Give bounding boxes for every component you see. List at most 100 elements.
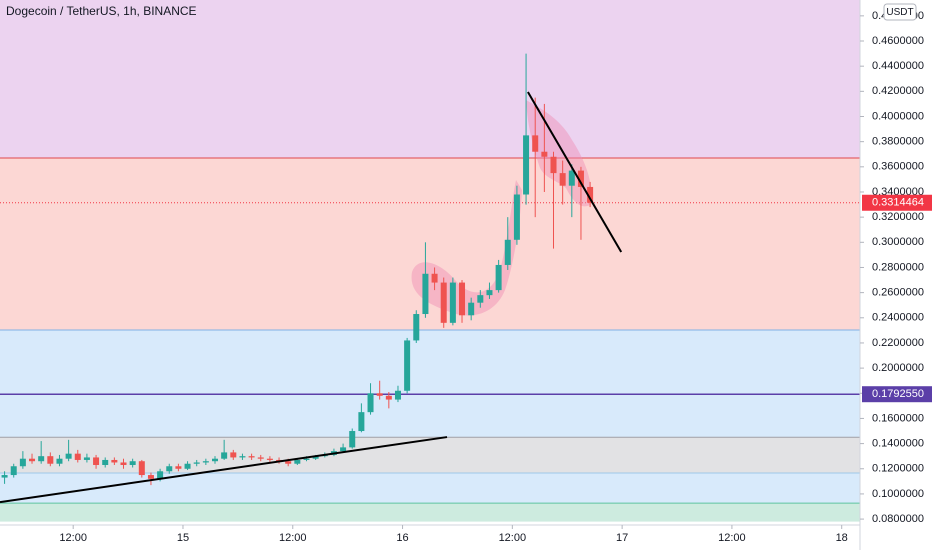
candle-body <box>468 302 475 316</box>
candle-body <box>248 456 255 458</box>
candle-body <box>230 452 237 458</box>
candle-body <box>349 431 356 448</box>
zone <box>0 437 860 474</box>
zone <box>0 329 860 504</box>
candle-body <box>413 314 420 341</box>
y-tick-label: 0.0800000 <box>872 513 924 525</box>
candle-body <box>285 461 292 464</box>
price-tag <box>862 194 932 211</box>
candle-body <box>404 340 411 391</box>
trendline <box>0 436 448 504</box>
price-axis-bg <box>860 0 932 550</box>
candle-body <box>157 471 164 479</box>
candle-body <box>65 453 72 459</box>
candle-body <box>221 452 228 459</box>
candle-body <box>38 456 45 462</box>
candle-body <box>202 461 209 463</box>
x-tick-label: 16 <box>396 532 408 544</box>
candle-body <box>10 466 17 476</box>
candle-body <box>193 462 200 464</box>
candle-body <box>312 456 319 459</box>
y-tick-label: 0.4200000 <box>872 85 924 97</box>
x-tick-label: 12:00 <box>499 532 527 544</box>
candle-body <box>422 273 429 315</box>
candle-body <box>504 239 511 265</box>
y-tick-label: 0.4000000 <box>872 110 924 122</box>
trendline <box>527 91 623 253</box>
candle-body <box>449 282 456 323</box>
y-tick-label: 0.2400000 <box>872 312 924 324</box>
zone <box>0 158 860 330</box>
candle-body <box>559 173 566 186</box>
x-tick-label: 15 <box>177 532 189 544</box>
candle-body <box>19 458 26 467</box>
candle-body <box>495 264 502 291</box>
y-tick-label: 0.3000000 <box>872 236 924 248</box>
candle-body <box>74 453 81 460</box>
y-tick-label: 0.1200000 <box>872 463 924 475</box>
candle-body <box>239 456 246 458</box>
candle-body <box>47 456 54 464</box>
candle-body <box>486 290 493 296</box>
candle-body <box>29 458 36 462</box>
candle-body <box>257 457 264 459</box>
highlight <box>526 100 592 207</box>
price-tag <box>862 386 932 403</box>
y-tick-label: 0.1000000 <box>872 488 924 500</box>
candle-body <box>340 447 347 452</box>
candle-body <box>513 194 520 240</box>
candle-body <box>477 295 484 303</box>
candle-body <box>385 395 392 400</box>
candle-body <box>147 475 154 479</box>
x-tick-label: 12:00 <box>718 532 746 544</box>
y-tick-label: 0.4400000 <box>872 60 924 72</box>
candle-body <box>459 282 466 316</box>
candle-body <box>550 156 557 174</box>
candle-body <box>212 458 218 462</box>
y-tick-label: 0.3600000 <box>872 161 924 173</box>
candle-body <box>358 412 365 432</box>
candle-body <box>587 186 594 203</box>
candle-body <box>111 459 118 463</box>
price-tag-label: 0.1792550 <box>872 388 924 400</box>
y-tick-label: 0.3800000 <box>872 136 924 148</box>
time-axis-bg <box>0 525 860 550</box>
candle-body <box>303 458 310 460</box>
candle-body <box>93 457 100 465</box>
price-tag-label: 0.3314464 <box>872 197 924 209</box>
candle-body <box>120 462 127 465</box>
candle-body <box>56 458 63 464</box>
candle-body <box>184 463 191 469</box>
candle-body <box>367 393 374 413</box>
currency-badge <box>883 3 917 21</box>
candle-body <box>394 390 401 400</box>
candle-body <box>1 475 8 478</box>
candle-body <box>523 135 530 195</box>
y-tick-label: 0.2000000 <box>872 362 924 374</box>
candle-body <box>568 170 575 186</box>
currency-label: USDT <box>886 7 913 18</box>
candle-body <box>175 466 182 469</box>
y-tick-label: 0.3200000 <box>872 211 924 223</box>
candle-body <box>83 457 90 460</box>
axes: 0.48000000.46000000.44000000.42000000.40… <box>59 10 932 544</box>
zone <box>0 0 860 159</box>
y-tick-label: 0.4600000 <box>872 35 924 47</box>
candle-body <box>431 273 438 283</box>
y-tick-label: 0.2200000 <box>872 337 924 349</box>
chart-title: Dogecoin / TetherUS, 1h, BINANCE <box>6 4 197 18</box>
candle-body <box>541 151 548 157</box>
y-tick-label: 0.2800000 <box>872 261 924 273</box>
candle-body <box>266 458 273 460</box>
y-tick-label: 0.1600000 <box>872 412 924 424</box>
candle-body <box>102 459 109 465</box>
highlight <box>411 180 522 316</box>
candle-body <box>294 459 301 464</box>
x-tick-label: 18 <box>836 532 848 544</box>
candle-body <box>577 170 584 187</box>
y-tick-label: 0.2600000 <box>872 287 924 299</box>
candle-body <box>532 135 539 152</box>
x-tick-label: 12:00 <box>59 532 87 544</box>
candle-body <box>376 393 383 396</box>
